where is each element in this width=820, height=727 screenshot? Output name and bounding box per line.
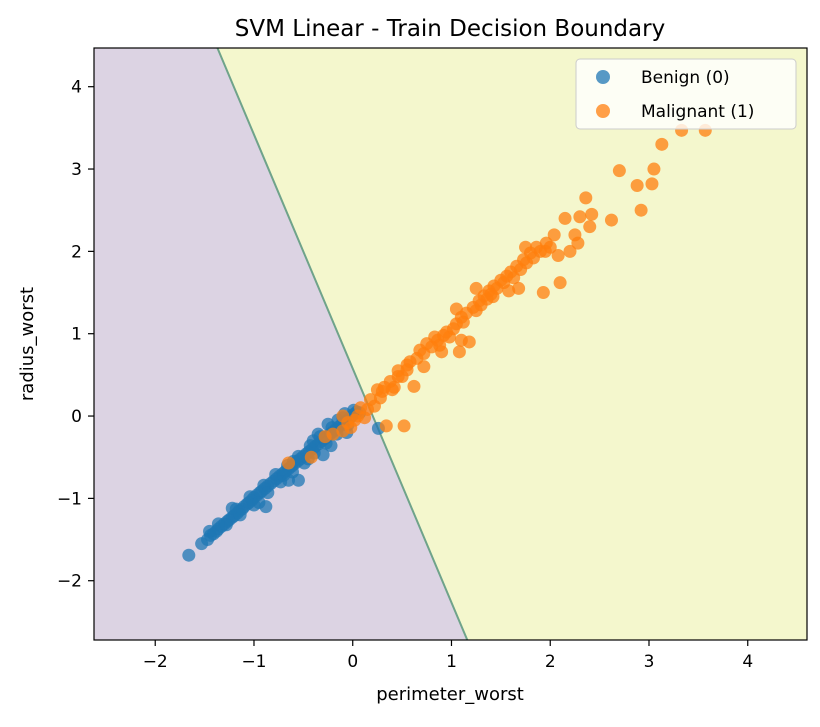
malignant-point [519, 240, 533, 254]
x-tick-label: −2 [143, 652, 168, 672]
malignant-point [486, 290, 500, 304]
malignant-point [282, 456, 296, 470]
malignant-point [379, 419, 393, 433]
benign-point [316, 448, 330, 462]
legend-marker-malignant [596, 104, 610, 118]
decision-region-malignant [217, 48, 807, 640]
malignant-point [579, 191, 593, 205]
malignant-point [547, 228, 561, 242]
malignant-point [326, 427, 340, 441]
malignant-point [385, 383, 399, 397]
benign-point [219, 518, 233, 532]
x-axis-label: perimeter_worst [376, 684, 524, 705]
y-axis-label: radius_worst [17, 287, 38, 401]
malignant-point [336, 409, 350, 423]
data-points-layer [182, 123, 712, 562]
x-tick-label: 2 [545, 652, 556, 672]
y-tick-label: −2 [57, 572, 82, 592]
decision-region-benign [94, 48, 468, 640]
benign-point [252, 495, 266, 509]
malignant-point [583, 220, 597, 234]
plot-area [94, 48, 807, 640]
malignant-point [397, 419, 411, 433]
chart-title: SVM Linear - Train Decision Boundary [235, 16, 665, 42]
x-tick-label: −1 [241, 652, 266, 672]
benign-point [321, 417, 335, 431]
legend: Benign (0) Malignant (1) [575, 58, 797, 130]
malignant-point [551, 248, 565, 262]
malignant-point [400, 363, 414, 377]
malignant-point [553, 276, 567, 290]
malignant-point [630, 179, 644, 193]
y-tick-label: 0 [71, 407, 82, 427]
malignant-point [571, 236, 585, 250]
malignant-point [351, 409, 365, 423]
benign-point [282, 473, 296, 487]
malignant-point [304, 450, 318, 464]
y-tick-label: 4 [71, 78, 82, 98]
malignant-point [645, 177, 659, 191]
x-tick-label: 1 [446, 652, 457, 672]
malignant-point [655, 137, 669, 151]
y-axis-ticks: −2 −1 0 1 2 3 4 [57, 78, 94, 592]
malignant-point [634, 203, 648, 217]
malignant-point [604, 213, 618, 227]
x-tick-label: 0 [347, 652, 358, 672]
legend-box [575, 58, 797, 130]
malignant-point [407, 379, 421, 393]
x-tick-label: 4 [742, 652, 753, 672]
benign-point [261, 486, 275, 500]
malignant-point [563, 244, 577, 258]
decision-boundary-line [216, 48, 469, 640]
malignant-point [585, 207, 599, 221]
malignant-point [454, 333, 468, 347]
malignant-point [512, 281, 526, 295]
malignant-point [373, 391, 387, 405]
malignant-point [344, 421, 358, 435]
y-tick-label: −1 [57, 489, 82, 509]
malignant-point [536, 286, 550, 300]
malignant-point [573, 210, 587, 224]
y-tick-label: 3 [71, 160, 82, 180]
x-tick-label: 3 [644, 652, 655, 672]
malignant-point [452, 345, 466, 359]
legend-label-malignant: Malignant (1) [641, 102, 754, 122]
malignant-point [361, 402, 375, 416]
malignant-point [558, 211, 572, 225]
benign-point [225, 501, 239, 515]
y-tick-label: 1 [71, 325, 82, 345]
y-tick-label: 2 [71, 242, 82, 262]
benign-point [182, 548, 196, 562]
benign-point [203, 524, 217, 538]
malignant-point [435, 345, 449, 359]
plot-frame [93, 47, 808, 641]
malignant-point [538, 244, 552, 258]
malignant-point [502, 284, 516, 298]
malignant-point [417, 360, 431, 374]
legend-label-benign: Benign (0) [641, 68, 730, 88]
malignant-point [612, 164, 626, 178]
malignant-point [469, 281, 483, 295]
x-axis-ticks: −2 −1 0 1 2 3 4 [143, 640, 753, 672]
malignant-point [391, 370, 405, 384]
malignant-point [449, 302, 463, 316]
legend-marker-benign [596, 70, 610, 84]
malignant-point [647, 162, 661, 176]
benign-point [291, 473, 305, 487]
